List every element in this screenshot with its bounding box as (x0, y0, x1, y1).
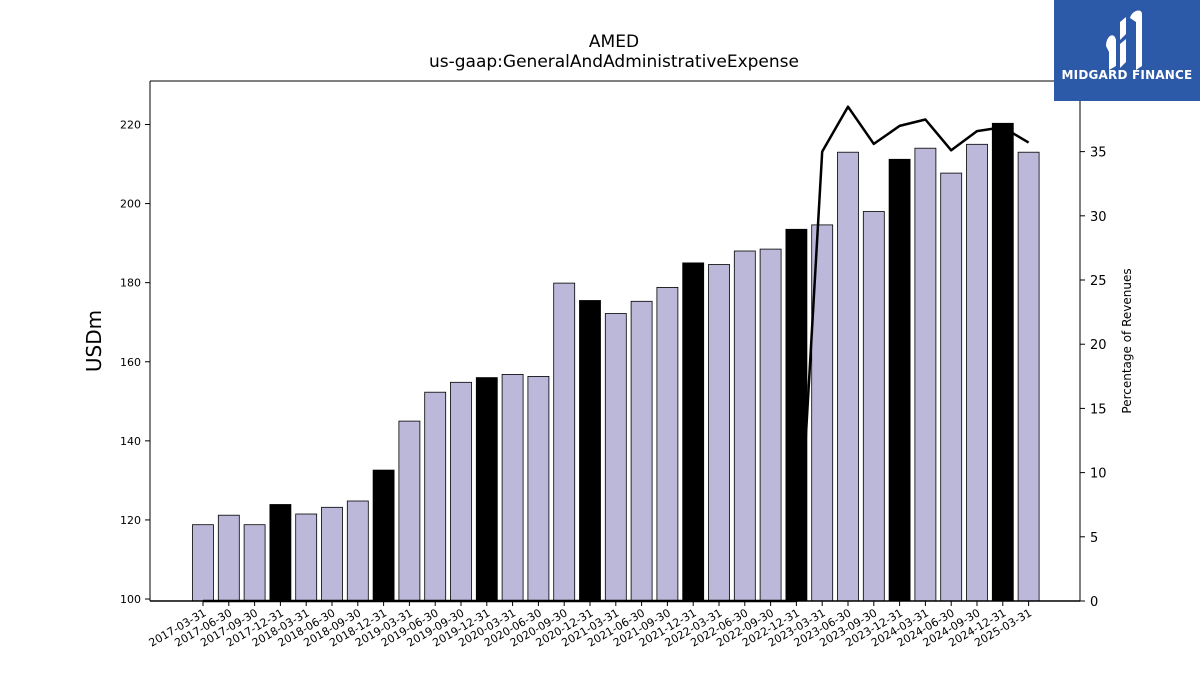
bar (785, 228, 808, 602)
bar (475, 377, 498, 602)
bar (217, 514, 240, 602)
y-tick-label: 160 (120, 356, 141, 369)
y2-tick-label: 25 (1090, 274, 1107, 289)
bar (1017, 151, 1040, 602)
bar (553, 282, 576, 602)
y-tick-label: 220 (120, 118, 141, 131)
bar (192, 524, 214, 602)
y2-tick-label: 0 (1090, 595, 1098, 610)
bar (295, 513, 318, 602)
bar (888, 158, 911, 602)
bar (759, 248, 782, 602)
bar (656, 286, 679, 602)
bar (837, 151, 859, 602)
y-tick-label: 140 (120, 435, 141, 448)
y2-tick-label: 15 (1090, 402, 1107, 417)
bar (630, 300, 653, 602)
brand-name: MIDGARD FINANCE (1061, 68, 1193, 82)
bar (346, 500, 369, 602)
bar (733, 250, 756, 602)
bar (682, 262, 705, 602)
chart-title: AMED (588, 32, 640, 52)
chart-subtitle: us-gaap:GeneralAndAdministrativeExpense (429, 52, 799, 72)
brand-mark-icon (1106, 10, 1142, 70)
bar (424, 391, 447, 602)
bar (527, 375, 550, 602)
bar (321, 506, 343, 602)
brand-logo: MIDGARD FINANCE (1054, 0, 1200, 101)
bar (579, 300, 601, 602)
y2-axis-label: Percentage of Revenues (1120, 268, 1134, 413)
y-axis-label: USDm (82, 310, 106, 372)
y2-tick-label: 10 (1090, 467, 1107, 482)
y-tick-label: 180 (120, 277, 141, 290)
y2-tick-label: 5 (1090, 531, 1098, 546)
bar (269, 504, 292, 602)
y-tick-label: 100 (120, 593, 141, 606)
bar (914, 147, 937, 602)
bar (708, 264, 730, 602)
y-tick-label: 200 (120, 198, 141, 211)
bar (940, 172, 963, 602)
bar (501, 373, 524, 602)
bar (450, 381, 472, 602)
bar (243, 524, 266, 602)
bar (991, 122, 1014, 602)
bar (398, 420, 421, 602)
y2-tick-label: 20 (1090, 338, 1107, 353)
y2-tick-label: 30 (1090, 210, 1107, 225)
bar (862, 211, 885, 602)
y2-tick-label: 35 (1090, 146, 1107, 161)
bar (372, 469, 395, 602)
y-tick-label: 120 (120, 514, 141, 527)
bar (604, 313, 627, 602)
bar (966, 143, 988, 602)
